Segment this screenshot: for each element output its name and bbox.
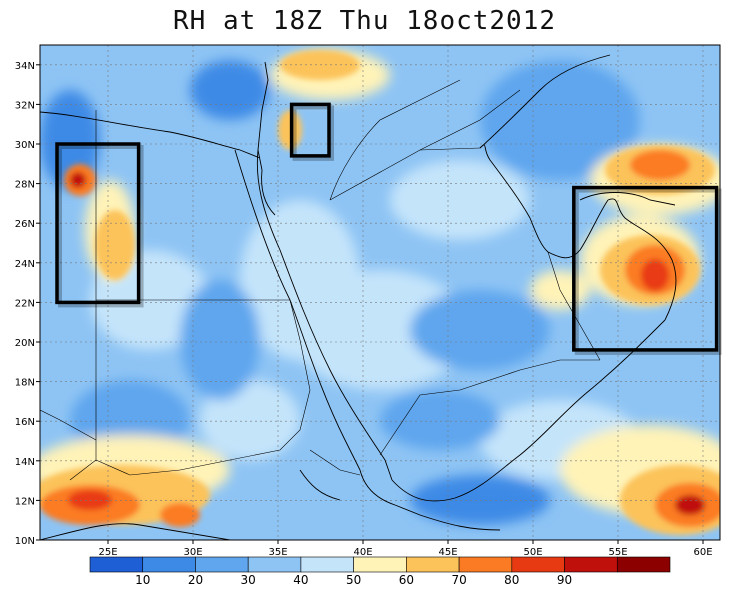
country-borders [40,79,601,481]
colorbar-swatch [564,556,618,573]
plot-title: RH at 18Z Thu 18oct2012 [172,6,557,36]
y-tick-label: 32N [15,100,35,111]
y-tick-label: 20N [15,338,35,349]
colorbar-swatch [353,556,407,573]
colorbar-label: 90 [557,573,572,587]
y-tick-label: 28N [15,180,35,191]
colorbar-label: 80 [504,573,519,587]
x-tick-labels: 25E 30E 35E 40E 45E 50E 55E 60E [98,540,713,558]
y-tick-label: 18N [15,378,35,389]
colorbar-label: 70 [451,573,466,587]
y-tick-label: 34N [15,61,35,72]
x-tick-label: 50E [523,547,542,558]
colorbar-swatch [616,556,671,573]
x-tick-label: 35E [268,547,287,558]
x-tick-label: 30E [183,547,202,558]
x-tick-label: 60E [693,547,712,558]
x-tick-label: 25E [98,547,117,558]
y-tick-label: 26N [15,219,35,230]
colorbar-label: 30 [241,573,256,587]
colorbar: 10 20 30 40 50 60 70 80 90 [89,556,671,587]
y-tick-label: 22N [15,298,35,309]
y-tick-label: 10N [15,536,35,547]
lat-lon-grid [40,45,720,540]
map-frame [39,44,721,541]
colorbar-label: 40 [293,573,308,587]
y-tick-label: 16N [15,417,35,428]
colorbar-label: 60 [399,573,414,587]
colorbar-swatch [511,556,565,573]
colorbar-swatch [247,556,302,573]
colorbar-swatch [300,556,354,573]
rh-field [40,45,720,540]
y-tick-label: 24N [15,259,35,270]
x-tick-label: 55E [608,547,627,558]
y-tick-labels: 10N 12N 14N 16N 18N 20N 22N 24N 26N 28N 30N 32N 34N [15,61,40,547]
colorbar-swatch [142,556,196,573]
x-tick-label: 40E [353,547,372,558]
highlight-box-north [289,102,331,158]
colorbar-swatch [406,556,460,573]
colorbar-swatch [458,556,513,573]
highlight-box-east [572,185,719,352]
highlight-box-west [55,142,141,305]
x-tick-label: 45E [438,547,457,558]
colorbar-swatch [89,556,144,573]
y-tick-label: 30N [15,140,35,151]
colorbar-label: 10 [135,573,150,587]
y-tick-label: 12N [15,496,35,507]
y-tick-label: 14N [15,457,35,468]
colorbar-label: 50 [346,573,361,587]
colorbar-label: 20 [188,573,203,587]
colorbar-swatch [195,556,249,573]
